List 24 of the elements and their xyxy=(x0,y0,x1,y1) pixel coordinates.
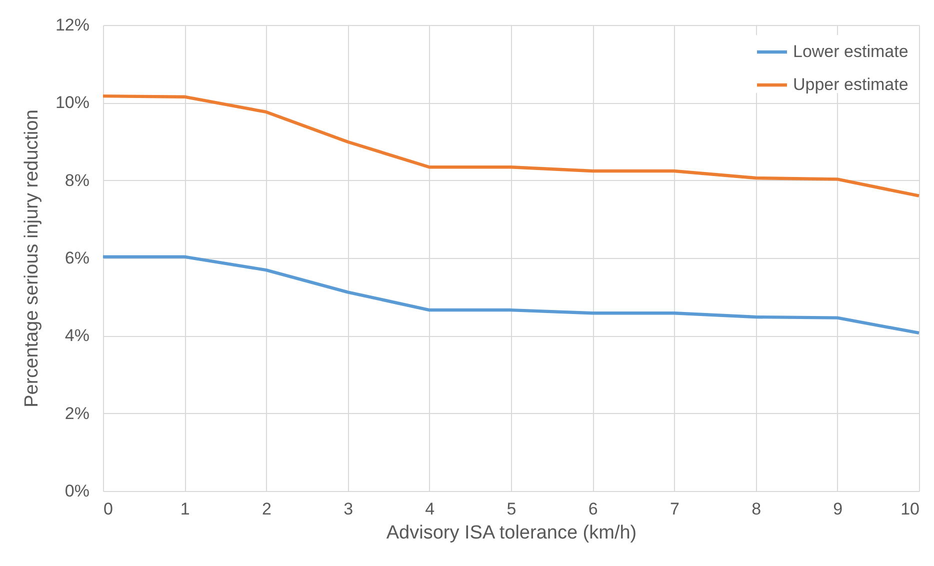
y-tick-label: 8% xyxy=(64,170,90,190)
x-tick-label: 3 xyxy=(344,500,354,518)
y-tick-label: 10% xyxy=(55,93,90,112)
x-tick-label: 1 xyxy=(180,500,190,518)
legend-label: Lower estimate xyxy=(793,42,908,61)
y-tick-label: 4% xyxy=(64,326,90,346)
x-tick-label: 4 xyxy=(425,500,435,518)
x-tick-label: 7 xyxy=(670,500,680,518)
y-tick-label: 6% xyxy=(64,248,90,268)
x-tick-label: 9 xyxy=(833,500,843,518)
line-series xyxy=(101,94,921,198)
y-axis-title: Percentage serious injury reduction xyxy=(21,110,42,408)
x-tick-label: 2 xyxy=(262,500,272,518)
x-axis-title: Advisory ISA tolerance (km/h) xyxy=(386,522,637,544)
x-tick-label: 6 xyxy=(588,500,598,518)
y-tick-label: 12% xyxy=(55,16,90,34)
x-tick-label: 5 xyxy=(506,500,516,518)
y-tick-label: 0% xyxy=(64,482,90,500)
x-tick-label: 0 xyxy=(104,500,113,518)
line-series xyxy=(101,255,921,335)
y-tick-label: 2% xyxy=(64,404,90,423)
legend-label: Upper estimate xyxy=(793,75,908,94)
x-tick-label: 10 xyxy=(900,500,920,518)
x-tick-label: 8 xyxy=(752,500,762,518)
